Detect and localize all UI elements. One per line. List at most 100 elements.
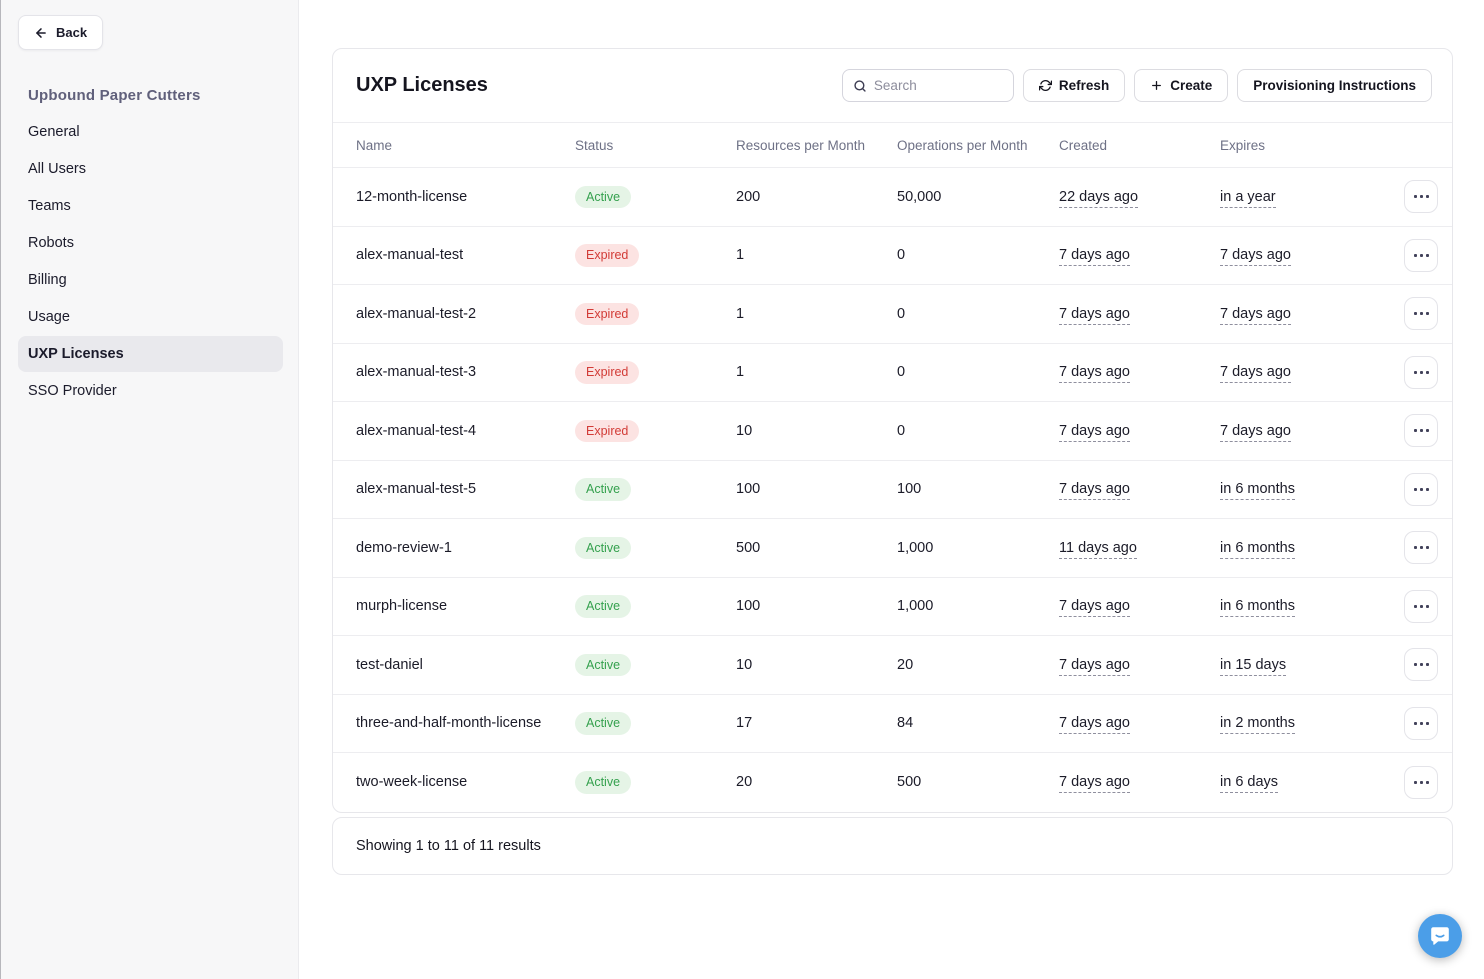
license-status-cell: Active: [575, 536, 736, 559]
sidebar-nav-item-label: UXP Licenses: [28, 346, 124, 362]
sidebar-nav-item[interactable]: General: [18, 114, 283, 150]
page-title: UXP Licenses: [356, 74, 488, 96]
status-badge: Active: [575, 653, 632, 676]
row-actions-menu-button[interactable]: [1404, 355, 1438, 389]
plus-icon: [1150, 79, 1163, 92]
expires-relative-date[interactable]: in a year: [1220, 188, 1276, 208]
license-name-cell: two-week-license: [356, 774, 468, 791]
row-actions-menu-button[interactable]: [1404, 589, 1438, 623]
row-actions-cell: [1392, 648, 1438, 682]
sidebar-nav-item[interactable]: All Users: [18, 151, 283, 187]
expires-relative-date[interactable]: 7 days ago: [1220, 364, 1291, 384]
refresh-button[interactable]: Refresh: [1022, 69, 1126, 102]
back-button[interactable]: Back: [18, 15, 104, 50]
row-actions-menu-button[interactable]: [1404, 297, 1438, 331]
row-actions-menu-button[interactable]: [1404, 648, 1438, 682]
expires-cell: in 15 days: [1220, 656, 1392, 676]
sidebar-nav-item[interactable]: SSO Provider: [18, 373, 283, 409]
expires-cell: in a year: [1220, 188, 1392, 208]
licenses-table: Name Status Resources per Month Operatio…: [333, 123, 1452, 812]
search-input[interactable]: [873, 78, 1003, 93]
row-actions-cell: [1392, 531, 1438, 565]
row-actions-menu-button[interactable]: [1404, 238, 1438, 272]
refresh-button-label: Refresh: [1058, 78, 1110, 93]
ellipsis-icon: [1413, 546, 1417, 550]
sidebar-nav-item[interactable]: Usage: [18, 299, 283, 335]
expires-relative-date[interactable]: in 6 months: [1220, 481, 1295, 501]
created-cell: 7 days ago: [1059, 715, 1220, 735]
search-box[interactable]: [841, 69, 1014, 102]
column-header-resources: Resources per Month: [736, 137, 866, 153]
expires-cell: 7 days ago: [1220, 364, 1392, 384]
org-title: Upbound Paper Cutters: [28, 87, 201, 104]
sidebar-nav-item[interactable]: Billing: [18, 262, 283, 298]
expires-cell: 7 days ago: [1220, 305, 1392, 325]
created-relative-date[interactable]: 7 days ago: [1059, 598, 1130, 618]
created-cell: 11 days ago: [1059, 539, 1220, 559]
resources-per-month-cell: 200: [736, 188, 761, 205]
operations-per-month-cell: 0: [897, 305, 906, 322]
license-status-cell: Expired: [575, 361, 736, 384]
created-relative-date[interactable]: 7 days ago: [1059, 481, 1130, 501]
created-relative-date[interactable]: 7 days ago: [1059, 305, 1130, 325]
license-name-cell: demo-review-1: [356, 539, 452, 556]
expires-relative-date[interactable]: in 6 months: [1220, 598, 1295, 618]
sidebar-nav-item[interactable]: Teams: [18, 188, 283, 224]
header-actions: Refresh Create Provisioning Instructions: [841, 69, 1432, 102]
sidebar-nav-item-label: Robots: [28, 235, 74, 251]
expires-relative-date[interactable]: 7 days ago: [1220, 422, 1291, 442]
ellipsis-icon: [1413, 370, 1417, 374]
main-content: UXP Licenses Refresh: [299, 0, 1484, 979]
license-status-cell: Expired: [575, 244, 736, 267]
expires-relative-date[interactable]: in 6 days: [1220, 774, 1279, 794]
row-actions-menu-button[interactable]: [1404, 531, 1438, 565]
row-actions-menu-button[interactable]: [1404, 472, 1438, 506]
license-name-cell: alex-manual-test-2: [356, 305, 477, 322]
created-relative-date[interactable]: 7 days ago: [1059, 715, 1130, 735]
column-header-expires: Expires: [1220, 137, 1266, 153]
status-badge: Active: [575, 712, 632, 735]
license-status-cell: Active: [575, 478, 736, 501]
ellipsis-icon: [1413, 780, 1417, 784]
sidebar: Back Upbound Paper Cutters General All U…: [1, 0, 299, 979]
row-actions-menu-button[interactable]: [1404, 706, 1438, 740]
expires-relative-date[interactable]: in 6 months: [1220, 539, 1295, 559]
arrow-left-icon: [34, 26, 48, 40]
created-relative-date[interactable]: 7 days ago: [1059, 656, 1130, 676]
expires-relative-date[interactable]: in 15 days: [1220, 656, 1287, 676]
expires-relative-date[interactable]: 7 days ago: [1220, 247, 1291, 267]
created-relative-date[interactable]: 7 days ago: [1059, 422, 1130, 442]
license-status-cell: Expired: [575, 302, 736, 325]
row-actions-menu-button[interactable]: [1404, 414, 1438, 448]
created-relative-date[interactable]: 7 days ago: [1059, 364, 1130, 384]
created-relative-date[interactable]: 22 days ago: [1059, 188, 1139, 208]
license-name-cell: test-daniel: [356, 656, 423, 673]
row-actions-menu-button[interactable]: [1404, 180, 1438, 214]
row-actions-cell: [1392, 414, 1438, 448]
sidebar-nav-item[interactable]: UXP Licenses: [18, 336, 283, 372]
create-button[interactable]: Create: [1134, 69, 1229, 102]
license-name-cell: alex-manual-test: [356, 247, 464, 264]
chat-launcher-button[interactable]: [1418, 914, 1462, 958]
status-badge: Expired: [575, 361, 640, 384]
expires-relative-date[interactable]: in 2 months: [1220, 715, 1295, 735]
expires-relative-date[interactable]: 7 days ago: [1220, 305, 1291, 325]
provisioning-instructions-button[interactable]: Provisioning Instructions: [1237, 69, 1432, 102]
row-actions-cell: [1392, 180, 1438, 214]
sidebar-nav-item[interactable]: Robots: [18, 225, 283, 261]
license-name-cell: three-and-half-month-license: [356, 715, 542, 732]
create-button-label: Create: [1170, 78, 1213, 93]
row-actions-menu-button[interactable]: [1404, 765, 1438, 799]
created-relative-date[interactable]: 7 days ago: [1059, 774, 1130, 794]
resources-per-month-cell: 100: [736, 598, 761, 615]
sidebar-nav: General All Users Teams Robots Billing U…: [18, 114, 283, 409]
license-status-cell: Expired: [575, 419, 736, 442]
table-body: 12-month-license Active 200 50,000 22 da…: [333, 168, 1452, 812]
created-relative-date[interactable]: 11 days ago: [1059, 539, 1137, 559]
ellipsis-icon: [1413, 312, 1417, 316]
chat-bubble-icon: [1428, 924, 1452, 948]
sidebar-nav-item-label: Usage: [28, 309, 70, 325]
created-cell: 7 days ago: [1059, 481, 1220, 501]
status-badge: Expired: [575, 302, 640, 325]
created-relative-date[interactable]: 7 days ago: [1059, 247, 1130, 267]
